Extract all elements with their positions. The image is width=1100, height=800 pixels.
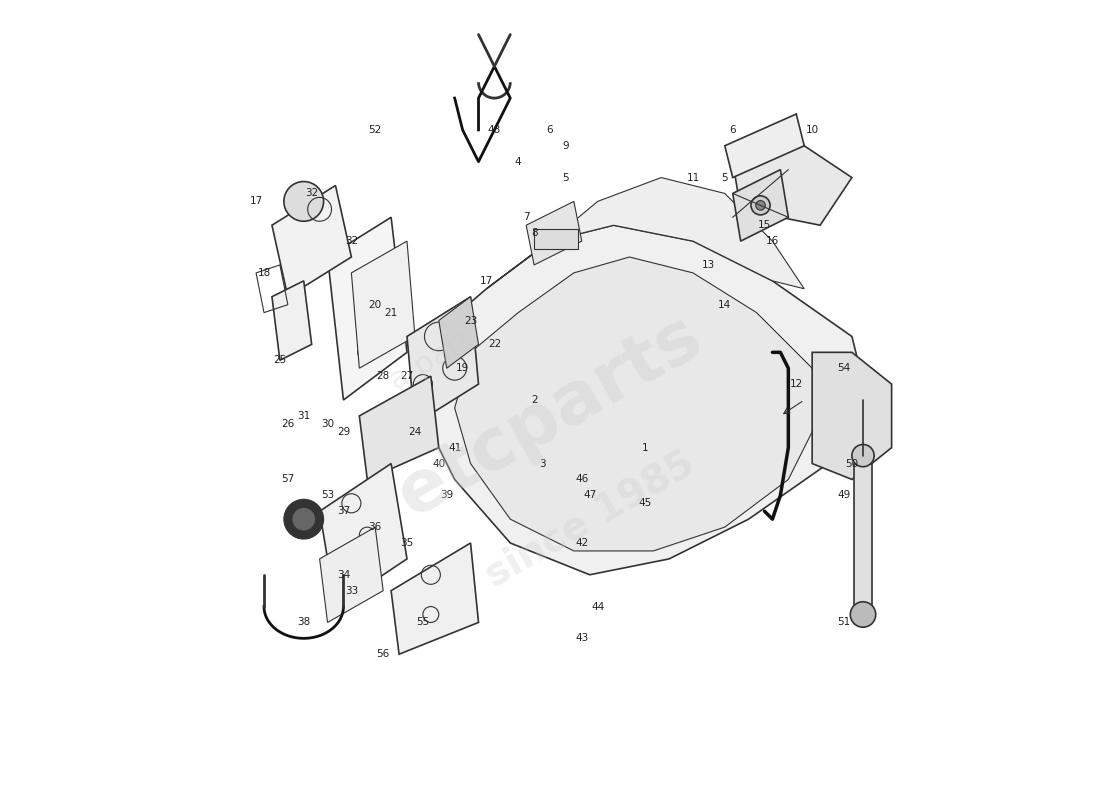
Text: 5: 5	[722, 173, 728, 182]
Text: 12: 12	[790, 379, 803, 389]
Text: 16: 16	[766, 236, 779, 246]
Text: 26: 26	[282, 419, 295, 429]
Polygon shape	[320, 463, 407, 606]
Text: 53: 53	[321, 490, 334, 500]
Text: 35: 35	[400, 538, 414, 548]
Polygon shape	[812, 352, 892, 479]
Text: 6: 6	[547, 125, 553, 135]
Text: 54: 54	[837, 363, 850, 374]
Text: 20: 20	[368, 300, 382, 310]
Text: 29: 29	[337, 426, 350, 437]
Text: 47: 47	[583, 490, 596, 500]
Text: 3: 3	[539, 458, 546, 469]
Bar	[535, 229, 578, 249]
Polygon shape	[733, 170, 789, 241]
Text: 22: 22	[487, 339, 500, 350]
Circle shape	[756, 201, 766, 210]
Text: a part: a part	[384, 325, 477, 396]
Circle shape	[851, 445, 874, 466]
Text: 17: 17	[250, 196, 263, 206]
Circle shape	[284, 499, 323, 539]
Text: 28: 28	[376, 371, 389, 381]
Text: 51: 51	[837, 618, 850, 627]
Text: 46: 46	[575, 474, 589, 485]
Text: 6: 6	[729, 125, 736, 135]
Text: 5: 5	[562, 173, 569, 182]
Text: 36: 36	[368, 522, 382, 532]
Polygon shape	[725, 114, 804, 178]
Text: 52: 52	[368, 125, 382, 135]
Text: 39: 39	[440, 490, 453, 500]
Text: 9: 9	[562, 141, 569, 150]
Text: 11: 11	[686, 173, 700, 182]
Text: 7: 7	[522, 212, 529, 222]
Text: 10: 10	[805, 125, 818, 135]
Text: 18: 18	[257, 268, 271, 278]
Text: 48: 48	[487, 125, 500, 135]
Text: 2: 2	[531, 395, 538, 405]
Polygon shape	[320, 527, 383, 622]
Text: 56: 56	[376, 650, 389, 659]
Text: 32: 32	[305, 189, 318, 198]
Polygon shape	[360, 376, 439, 479]
Text: 49: 49	[837, 490, 850, 500]
Text: 13: 13	[702, 260, 715, 270]
Text: 57: 57	[282, 474, 295, 485]
Text: 34: 34	[337, 570, 350, 580]
Circle shape	[751, 196, 770, 215]
Polygon shape	[392, 543, 478, 654]
Text: 32: 32	[344, 236, 358, 246]
Polygon shape	[454, 257, 821, 551]
Text: 37: 37	[337, 506, 350, 516]
Text: since 1985: since 1985	[478, 444, 701, 594]
Text: 24: 24	[408, 426, 421, 437]
Polygon shape	[328, 218, 407, 400]
Text: 40: 40	[432, 458, 446, 469]
Text: 15: 15	[758, 220, 771, 230]
Bar	[855, 463, 871, 606]
Text: etcparts: etcparts	[385, 301, 715, 530]
Polygon shape	[526, 202, 582, 265]
Polygon shape	[407, 297, 478, 424]
Text: 25: 25	[273, 355, 286, 366]
Polygon shape	[422, 226, 868, 574]
Text: 23: 23	[464, 315, 477, 326]
Polygon shape	[733, 146, 851, 226]
Text: 27: 27	[400, 371, 414, 381]
Text: 43: 43	[575, 634, 589, 643]
Text: 1: 1	[642, 442, 649, 453]
Text: 42: 42	[575, 538, 589, 548]
Circle shape	[284, 182, 323, 222]
Text: 8: 8	[531, 228, 538, 238]
Polygon shape	[272, 186, 351, 297]
Text: 19: 19	[456, 363, 470, 374]
Polygon shape	[486, 178, 804, 289]
Text: 4: 4	[515, 157, 521, 166]
Text: 33: 33	[344, 586, 358, 596]
Text: 45: 45	[639, 498, 652, 508]
Text: 55: 55	[416, 618, 429, 627]
Text: 14: 14	[718, 300, 732, 310]
Text: 17: 17	[480, 276, 493, 286]
Polygon shape	[439, 297, 478, 368]
Polygon shape	[272, 281, 311, 360]
Circle shape	[292, 507, 316, 531]
Text: 44: 44	[591, 602, 604, 611]
Text: 38: 38	[297, 618, 310, 627]
Text: 30: 30	[321, 419, 334, 429]
Text: 41: 41	[448, 442, 461, 453]
Text: 31: 31	[297, 411, 310, 421]
Circle shape	[850, 602, 876, 627]
Text: 21: 21	[385, 308, 398, 318]
Polygon shape	[351, 241, 415, 368]
Text: 50: 50	[845, 458, 858, 469]
